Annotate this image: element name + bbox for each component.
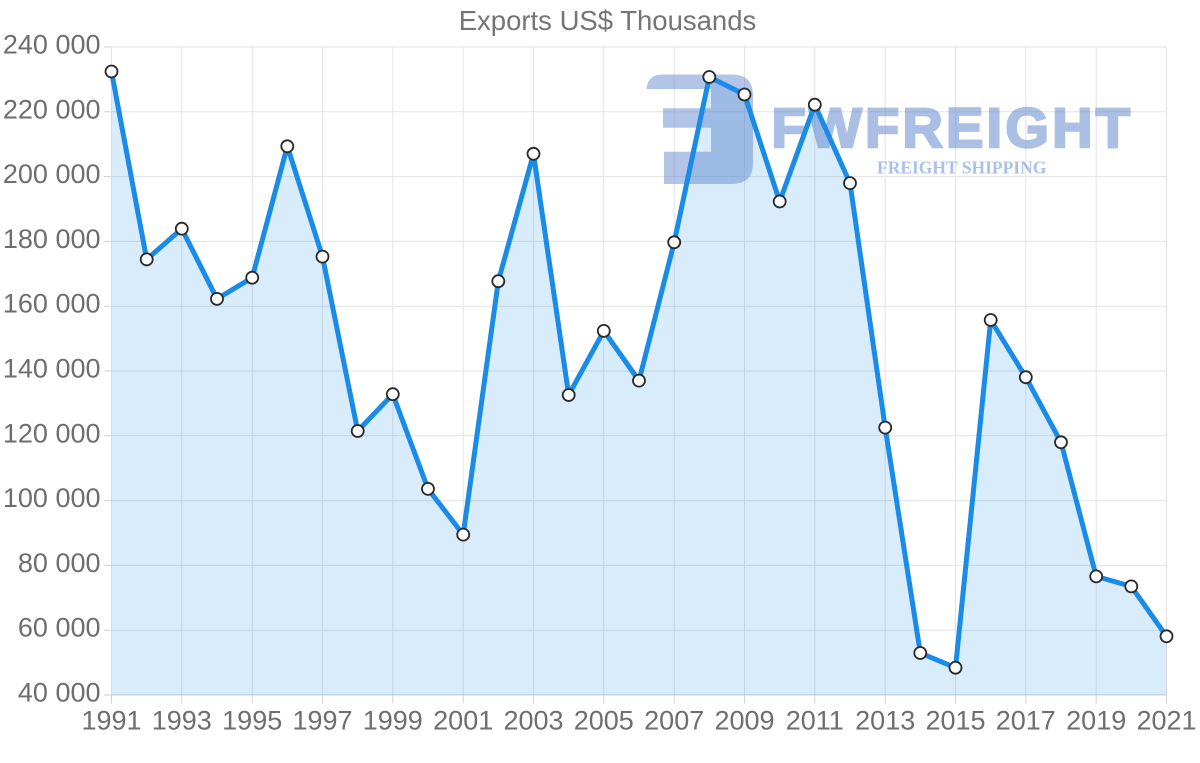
svg-text:2021: 2021 <box>1136 706 1196 736</box>
svg-text:100 000: 100 000 <box>3 483 101 513</box>
svg-text:240 000: 240 000 <box>3 30 101 60</box>
svg-text:80 000: 80 000 <box>18 548 101 578</box>
svg-text:2009: 2009 <box>714 706 774 736</box>
svg-text:2013: 2013 <box>855 706 915 736</box>
svg-text:2017: 2017 <box>996 706 1056 736</box>
svg-text:FREIGHT SHIPPING: FREIGHT SHIPPING <box>877 158 1047 178</box>
svg-text:160 000: 160 000 <box>3 289 101 319</box>
svg-text:220 000: 220 000 <box>3 94 101 124</box>
svg-text:1991: 1991 <box>81 706 141 736</box>
svg-text:1997: 1997 <box>292 706 352 736</box>
svg-text:40 000: 40 000 <box>18 678 101 708</box>
svg-text:1993: 1993 <box>152 706 212 736</box>
svg-text:120 000: 120 000 <box>3 418 101 448</box>
svg-text:2015: 2015 <box>925 706 985 736</box>
svg-text:180 000: 180 000 <box>3 224 101 254</box>
svg-text:2007: 2007 <box>644 706 704 736</box>
svg-text:2011: 2011 <box>786 706 844 736</box>
svg-text:2001: 2001 <box>433 706 493 736</box>
svg-text:1995: 1995 <box>222 706 282 736</box>
svg-text:2005: 2005 <box>574 706 634 736</box>
svg-text:2019: 2019 <box>1066 706 1126 736</box>
svg-text:200 000: 200 000 <box>3 159 101 189</box>
svg-text:140 000: 140 000 <box>3 354 101 384</box>
svg-text:Exports US$ Thousands: Exports US$ Thousands <box>459 5 757 36</box>
svg-text:2003: 2003 <box>503 706 563 736</box>
svg-text:60 000: 60 000 <box>18 613 101 643</box>
svg-text:1999: 1999 <box>363 706 423 736</box>
svg-text:FWFREIGHT: FWFREIGHT <box>772 96 1134 159</box>
